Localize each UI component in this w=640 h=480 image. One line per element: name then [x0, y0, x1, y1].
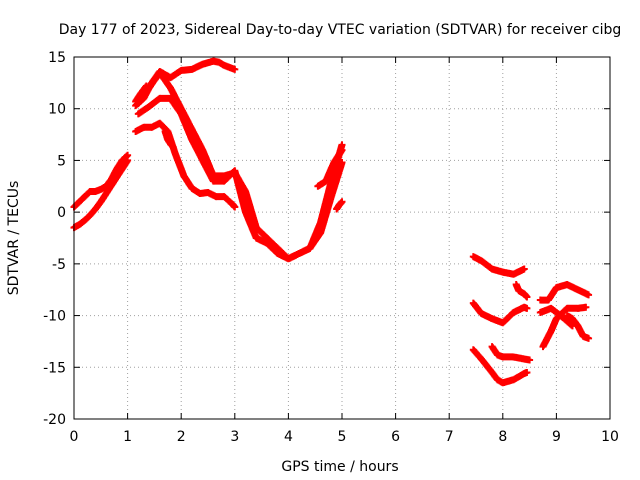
- data-series-track-18: [539, 303, 590, 351]
- x-tick-label: 0: [70, 429, 79, 445]
- marker-trail: [189, 127, 206, 153]
- marker-trail: [167, 141, 176, 150]
- marker-trail: [333, 202, 343, 212]
- marker-trail: [146, 95, 163, 110]
- data-series-track-19: [563, 312, 593, 342]
- marker-trail: [242, 209, 260, 241]
- x-tick-label: 9: [552, 429, 561, 445]
- y-tick-label: 15: [48, 50, 66, 66]
- x-tick-label: 2: [177, 429, 186, 445]
- marker-trail: [178, 111, 195, 143]
- marker-trail: [253, 225, 270, 241]
- data-series-track-5: [134, 94, 346, 263]
- x-tick-label: 5: [338, 429, 347, 445]
- marker-trail: [157, 70, 174, 91]
- marker-trail: [231, 168, 249, 215]
- data-series-track-12: [512, 281, 531, 301]
- marker-trail: [553, 305, 570, 322]
- marker-trail: [229, 201, 238, 210]
- y-tick-label: -5: [52, 257, 66, 273]
- data-point: [585, 334, 593, 342]
- x-tick-label: 3: [230, 429, 239, 445]
- grid-lines: [74, 57, 610, 419]
- marker-trail: [331, 147, 345, 165]
- data-point: [582, 303, 590, 311]
- data-point: [585, 291, 593, 299]
- y-tick-label: -15: [43, 360, 66, 376]
- x-tick-label: 6: [391, 429, 400, 445]
- x-tick-label: 1: [123, 429, 132, 445]
- data-point: [523, 368, 531, 376]
- data-point: [338, 198, 346, 206]
- data-point: [523, 293, 531, 301]
- marker-trail: [540, 328, 554, 349]
- data-series-track-7: [132, 82, 150, 105]
- chart-title: Day 177 of 2023, Sidereal Day-to-day VTE…: [59, 22, 622, 38]
- x-tick-label: 4: [284, 429, 293, 445]
- data-series-track-6: [132, 119, 239, 211]
- data-point: [124, 156, 132, 164]
- y-tick-label: -20: [43, 412, 66, 428]
- marker-trail: [521, 291, 530, 300]
- marker-trail: [199, 158, 217, 184]
- y-tick-label: 0: [57, 205, 66, 221]
- x-tick-label: 7: [445, 429, 454, 445]
- x-axis-label: GPS time / hours: [281, 459, 398, 475]
- data-series-track-13: [469, 299, 531, 327]
- data-point: [523, 304, 531, 312]
- y-axis-label: SDTVAR / TECUs: [6, 181, 22, 296]
- data-point: [520, 265, 528, 273]
- data-point: [231, 65, 239, 73]
- data-series-track-11: [469, 253, 528, 278]
- data-layer: [70, 57, 593, 387]
- y-tick-label: 10: [48, 102, 66, 118]
- data-point: [231, 203, 239, 211]
- data-series-track-9: [314, 146, 346, 190]
- marker-trail: [328, 160, 346, 199]
- data-series-track-1: [70, 151, 132, 211]
- marker-trail: [478, 356, 495, 375]
- marker-trail: [264, 235, 281, 251]
- data-series-track-15: [488, 343, 534, 364]
- plot-frame: [73, 56, 611, 420]
- marker-trail: [307, 230, 324, 251]
- data-point: [338, 158, 346, 166]
- y-tick-label: -10: [43, 309, 66, 325]
- marker-trail: [470, 300, 485, 317]
- data-point: [142, 82, 150, 90]
- y-tick-label: 5: [57, 153, 66, 169]
- x-tick-label: 8: [498, 429, 507, 445]
- data-series-track-3: [132, 57, 239, 110]
- marker-trail: [165, 137, 174, 147]
- data-series-track-14: [469, 346, 531, 387]
- marker-trail: [559, 314, 575, 329]
- marker-trail: [242, 189, 260, 230]
- data-point: [169, 143, 177, 151]
- marker-trail: [167, 95, 184, 117]
- data-point: [338, 146, 346, 154]
- marker-trail: [264, 240, 281, 257]
- marker-trail: [478, 258, 495, 272]
- marker-trail: [545, 285, 560, 303]
- data-series-track-2: [70, 156, 132, 232]
- x-tick-label: 10: [601, 429, 619, 445]
- marker-trail: [317, 194, 335, 236]
- marker-trail: [167, 85, 185, 112]
- data-point: [526, 356, 534, 364]
- marker-trail: [500, 309, 517, 326]
- data-series-track-10: [333, 198, 346, 213]
- data-series-track-8: [161, 127, 177, 151]
- marker-trail: [181, 173, 195, 191]
- marker-trail: [336, 199, 345, 208]
- axis-ticks: 0 1 2 3 4 5 6 7 8 9 10 -20 -15 -10 -5 0 5 10 15: [43, 50, 619, 445]
- marker-trail: [189, 137, 206, 163]
- data-series-track-16: [536, 281, 593, 304]
